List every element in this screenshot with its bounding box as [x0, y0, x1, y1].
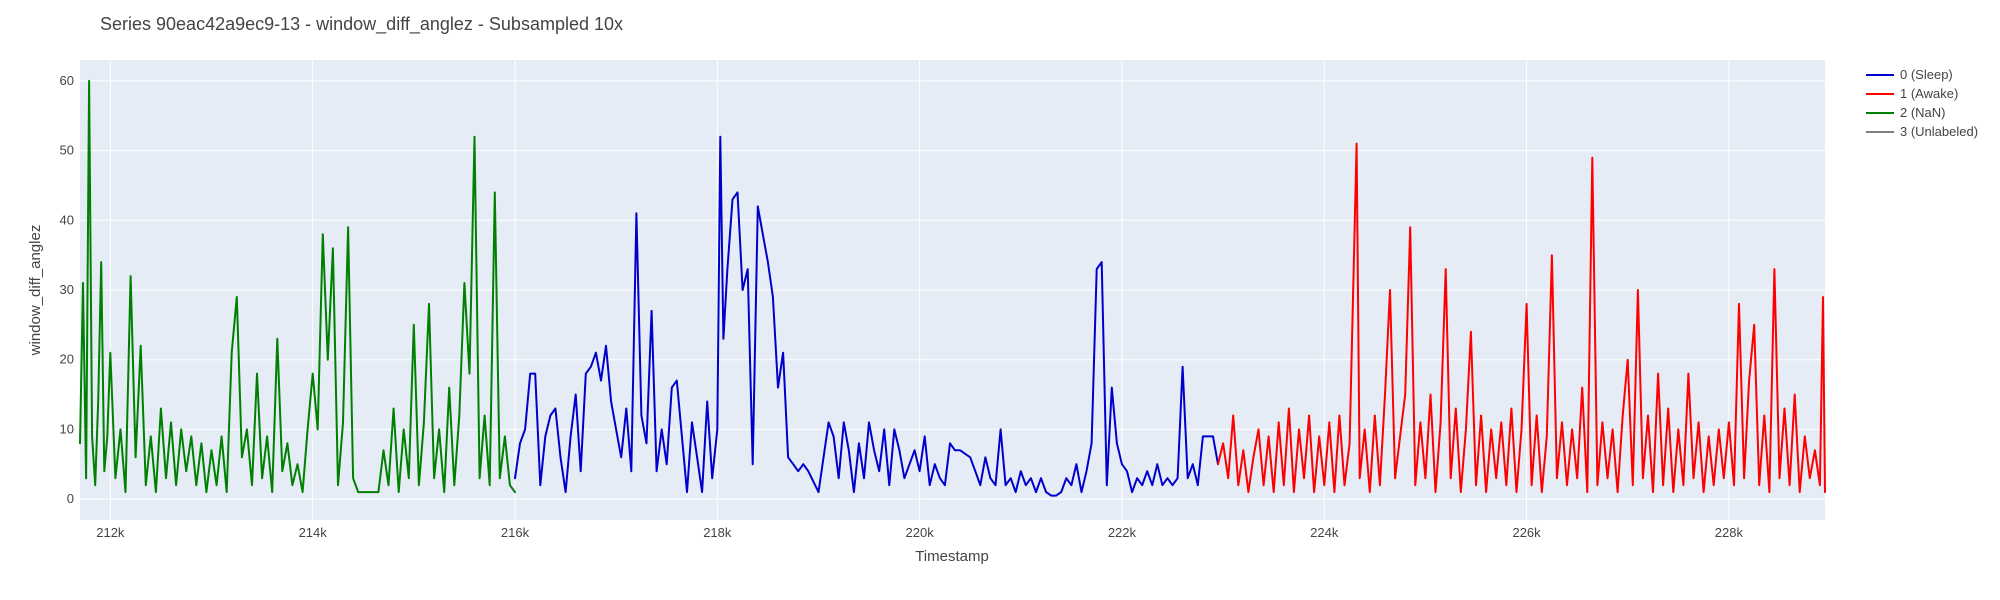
y-gridlines	[80, 80, 1825, 500]
y-axis-title: window_diff_anglez	[27, 225, 44, 357]
x-tick-labels: 212k 214k 216k 218k 220k 222k 224k 226k 228k	[96, 525, 1743, 540]
x-tick-label: 214k	[299, 525, 328, 540]
y-tick-label: 40	[60, 212, 74, 227]
y-tick-labels: 0 10 20 30 40 50 60	[60, 73, 74, 506]
y-tick-label: 0	[67, 491, 74, 506]
series-line-2	[79, 79, 516, 494]
x-axis-title: Timestamp	[915, 548, 989, 565]
x-tick-label: 220k	[906, 525, 935, 540]
x-gridlines	[109, 60, 1730, 520]
x-tick-label: 222k	[1108, 525, 1137, 540]
x-tick-label: 228k	[1715, 525, 1744, 540]
x-tick-label: 216k	[501, 525, 530, 540]
series-lines	[79, 79, 1826, 497]
series-line-0	[514, 135, 1219, 497]
y-tick-label: 60	[60, 73, 74, 88]
y-tick-label: 10	[60, 421, 74, 436]
legend-item: 1 (Awake)	[1900, 86, 1958, 101]
legend: 0 (Sleep) 1 (Awake) 2 (NaN) 3 (Unlabeled)	[1866, 67, 1978, 139]
legend-item: 3 (Unlabeled)	[1900, 124, 1978, 139]
y-tick-label: 20	[60, 352, 74, 367]
x-tick-label: 212k	[96, 525, 125, 540]
y-tick-label: 50	[60, 143, 74, 158]
chart-title: Series 90eac42a9ec9-13 - window_diff_ang…	[100, 14, 623, 35]
x-tick-label: 226k	[1512, 525, 1541, 540]
series-line-1	[1217, 142, 1826, 494]
legend-item: 2 (NaN)	[1900, 105, 1946, 120]
legend-item: 0 (Sleep)	[1900, 67, 1953, 82]
x-tick-label: 218k	[703, 525, 732, 540]
x-tick-label: 224k	[1310, 525, 1339, 540]
y-tick-label: 30	[60, 282, 74, 297]
